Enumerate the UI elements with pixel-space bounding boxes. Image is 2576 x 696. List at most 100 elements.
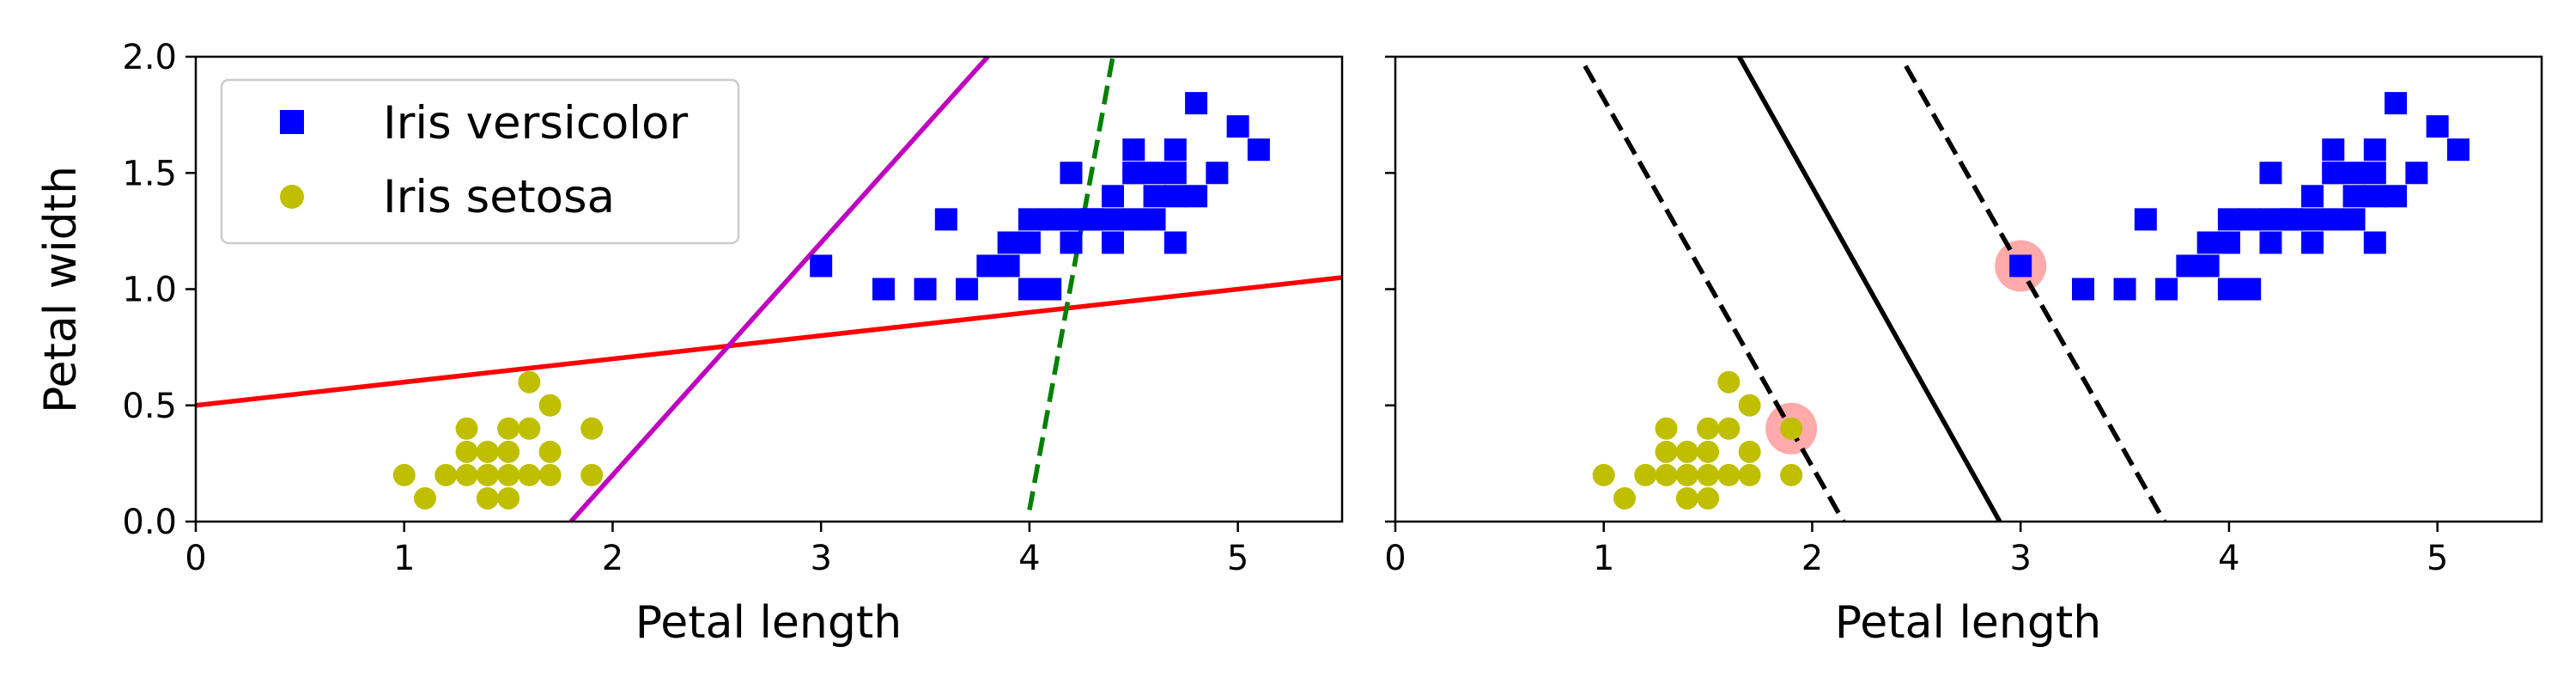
left-point-iris-setosa-5 — [455, 417, 478, 440]
right-point-iris-versicolor-33 — [2385, 185, 2408, 208]
left-point-iris-versicolor-8 — [1018, 278, 1041, 301]
left-point-iris-versicolor-11 — [1039, 278, 1062, 301]
left-point-iris-setosa-13 — [497, 417, 520, 440]
right-point-iris-versicolor-5 — [2176, 254, 2199, 278]
left-point-iris-versicolor-4 — [956, 278, 979, 301]
left-point-iris-versicolor-18 — [1102, 185, 1124, 208]
left-point-iris-versicolor-12 — [1039, 208, 1062, 231]
left-point-iris-versicolor-35 — [1226, 115, 1249, 138]
legend: Iris versicolor Iris setosa — [220, 78, 740, 245]
right-point-iris-setosa-2 — [1634, 463, 1657, 486]
left-point-iris-setosa-0 — [392, 463, 416, 486]
left-point-iris-versicolor-2 — [914, 278, 937, 301]
left-x-tick-label-5: 5 — [1227, 539, 1249, 578]
left-ticks: 0 1 2 3 4 5 0.0 0.5 1.0 1.5 2.0 — [122, 38, 1249, 578]
right-point-iris-setosa-10 — [1697, 486, 1720, 510]
left-point-iris-versicolor-29 — [1163, 138, 1187, 162]
left-point-iris-versicolor-19 — [1102, 231, 1124, 254]
right-point-iris-versicolor-18 — [2301, 185, 2324, 208]
right-point-iris-versicolor-3 — [2134, 208, 2157, 231]
left-point-iris-setosa-2 — [434, 463, 458, 486]
left-point-iris-versicolor-28 — [1163, 185, 1187, 208]
left-point-iris-setosa-16 — [518, 370, 541, 394]
right-point-iris-versicolor-10 — [2217, 231, 2240, 254]
right-point-iris-setosa-1 — [1613, 486, 1636, 510]
left-point-iris-setosa-12 — [497, 440, 520, 463]
left-point-iris-setosa-15 — [518, 417, 541, 440]
right-decision-line-1 — [1583, 64, 1846, 522]
right-point-iris-setosa-15 — [1717, 417, 1741, 440]
right-x-tick-label-0: 0 — [1384, 539, 1406, 578]
right-point-iris-versicolor-27 — [2342, 208, 2366, 231]
left-point-iris-versicolor-20 — [1102, 208, 1124, 231]
left-clipped-layer — [196, 57, 1342, 522]
right-point-iris-versicolor-11 — [2239, 278, 2262, 301]
left-x-tick-label-0: 0 — [185, 539, 206, 578]
right-point-iris-setosa-0 — [1592, 463, 1615, 486]
right-point-iris-versicolor-34 — [2405, 162, 2428, 185]
right-point-iris-setosa-4 — [1655, 440, 1678, 463]
right-point-iris-setosa-19 — [1738, 463, 1761, 486]
left-point-iris-versicolor-34 — [1206, 162, 1229, 185]
left-point-iris-versicolor-30 — [1163, 231, 1187, 254]
right-point-iris-setosa-18 — [1738, 394, 1761, 417]
right-x-tick-label-1: 1 — [1593, 539, 1614, 578]
legend-label-iris-setosa: Iris setosa — [383, 171, 615, 223]
right-point-iris-setosa-9 — [1675, 463, 1698, 486]
right-point-iris-versicolor-13 — [2259, 208, 2282, 231]
right-point-iris-setosa-12 — [1697, 440, 1720, 463]
left-y-tick-label-4: 2.0 — [122, 38, 177, 77]
right-point-iris-versicolor-17 — [2280, 208, 2303, 231]
left-point-iris-setosa-20 — [580, 417, 604, 440]
right-x-axis-label: Petal length — [1835, 597, 2101, 649]
left-point-iris-versicolor-5 — [976, 254, 999, 278]
left-point-iris-versicolor-24 — [1122, 162, 1145, 185]
left-point-iris-setosa-9 — [476, 463, 499, 486]
right-point-iris-versicolor-22 — [2322, 138, 2345, 162]
left-point-iris-setosa-11 — [497, 463, 520, 486]
right-x-tick-label-3: 3 — [2009, 539, 2031, 578]
left-x-tick-label-2: 2 — [602, 539, 623, 578]
right-point-iris-setosa-3 — [1655, 463, 1678, 486]
left-x-tick-label-3: 3 — [810, 539, 831, 578]
left-point-iris-versicolor-26 — [1143, 185, 1166, 208]
left-y-axis-label: Petal width — [35, 166, 87, 413]
right-point-iris-versicolor-4 — [2155, 278, 2178, 301]
right-x-tick-label-4: 4 — [2218, 539, 2239, 578]
right-plot-content — [1583, 57, 2470, 522]
right-point-iris-versicolor-32 — [2385, 92, 2408, 115]
left-point-iris-versicolor-27 — [1143, 208, 1166, 231]
right-point-iris-versicolor-36 — [2446, 138, 2470, 162]
left-point-iris-versicolor-6 — [997, 254, 1020, 278]
right-point-iris-versicolor-35 — [2426, 115, 2449, 138]
right-point-iris-versicolor-25 — [2342, 162, 2366, 185]
left-point-iris-versicolor-7 — [997, 231, 1020, 254]
right-point-iris-versicolor-20 — [2301, 208, 2324, 231]
left-y-tick-label-3: 1.5 — [122, 154, 177, 193]
right-point-iris-versicolor-6 — [2196, 254, 2220, 278]
right-point-iris-setosa-20 — [1780, 417, 1803, 440]
right-x-tick-label-2: 2 — [1801, 539, 1823, 578]
left-point-iris-setosa-8 — [476, 440, 499, 463]
right-point-iris-versicolor-12 — [2239, 208, 2262, 231]
left-y-tick-label-0: 0.0 — [122, 503, 177, 542]
left-point-iris-versicolor-14 — [1060, 162, 1083, 185]
right-decision-line-0 — [1737, 57, 2002, 522]
legend-marker-iris-setosa — [280, 185, 304, 209]
left-point-iris-setosa-3 — [455, 463, 478, 486]
right-point-iris-versicolor-23 — [2322, 208, 2345, 231]
right-point-iris-setosa-21 — [1780, 463, 1803, 486]
right-point-iris-setosa-11 — [1697, 463, 1720, 486]
left-point-iris-versicolor-32 — [1185, 92, 1208, 115]
left-point-iris-versicolor-17 — [1080, 208, 1103, 231]
right-point-iris-versicolor-2 — [2113, 278, 2136, 301]
left-point-iris-setosa-21 — [580, 463, 604, 486]
right-point-iris-versicolor-0 — [2009, 254, 2032, 278]
left-point-iris-versicolor-10 — [1018, 231, 1041, 254]
right-point-iris-versicolor-14 — [2259, 162, 2282, 185]
left-point-iris-versicolor-13 — [1060, 208, 1083, 231]
right-clipped-layer — [1583, 57, 2470, 522]
right-x-tick-label-5: 5 — [2427, 539, 2448, 578]
right-point-iris-versicolor-28 — [2363, 185, 2386, 208]
